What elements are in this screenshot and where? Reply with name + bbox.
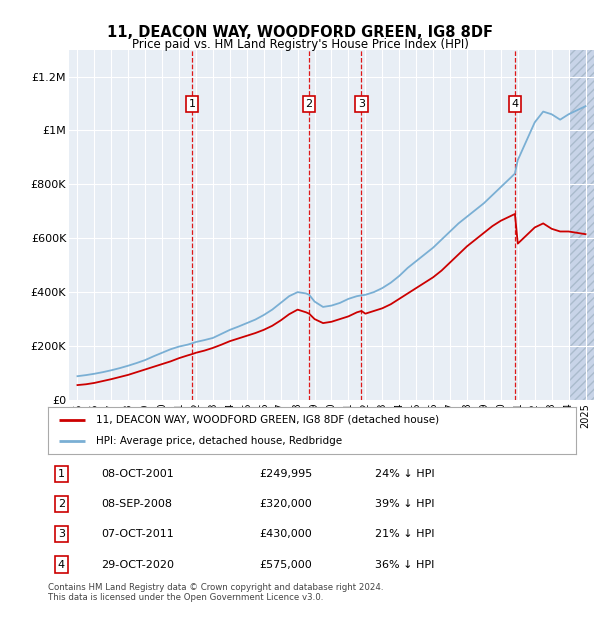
Text: 08-SEP-2008: 08-SEP-2008 bbox=[101, 499, 172, 509]
Text: £320,000: £320,000 bbox=[259, 499, 312, 509]
Text: £249,995: £249,995 bbox=[259, 469, 313, 479]
Text: £430,000: £430,000 bbox=[259, 529, 312, 539]
Text: 21% ↓ HPI: 21% ↓ HPI bbox=[376, 529, 435, 539]
Text: 4: 4 bbox=[511, 99, 518, 109]
Bar bbox=[570, 50, 596, 400]
Text: £575,000: £575,000 bbox=[259, 560, 312, 570]
Text: 2: 2 bbox=[305, 99, 313, 109]
Text: 24% ↓ HPI: 24% ↓ HPI bbox=[376, 469, 435, 479]
Text: 2: 2 bbox=[58, 499, 65, 509]
Text: 07-OCT-2011: 07-OCT-2011 bbox=[101, 529, 173, 539]
Text: 11, DEACON WAY, WOODFORD GREEN, IG8 8DF: 11, DEACON WAY, WOODFORD GREEN, IG8 8DF bbox=[107, 25, 493, 40]
Text: 39% ↓ HPI: 39% ↓ HPI bbox=[376, 499, 435, 509]
Text: 29-OCT-2020: 29-OCT-2020 bbox=[101, 560, 174, 570]
Text: 4: 4 bbox=[58, 560, 65, 570]
Text: 3: 3 bbox=[58, 529, 65, 539]
Text: 36% ↓ HPI: 36% ↓ HPI bbox=[376, 560, 435, 570]
Text: HPI: Average price, detached house, Redbridge: HPI: Average price, detached house, Redb… bbox=[95, 436, 341, 446]
Text: 08-OCT-2001: 08-OCT-2001 bbox=[101, 469, 173, 479]
Text: 1: 1 bbox=[58, 469, 65, 479]
Text: Contains HM Land Registry data © Crown copyright and database right 2024.
This d: Contains HM Land Registry data © Crown c… bbox=[48, 583, 383, 602]
Text: 11, DEACON WAY, WOODFORD GREEN, IG8 8DF (detached house): 11, DEACON WAY, WOODFORD GREEN, IG8 8DF … bbox=[95, 415, 439, 425]
Text: 1: 1 bbox=[188, 99, 196, 109]
Bar bbox=[570, 50, 596, 400]
Text: Price paid vs. HM Land Registry's House Price Index (HPI): Price paid vs. HM Land Registry's House … bbox=[131, 38, 469, 51]
Text: 3: 3 bbox=[358, 99, 365, 109]
